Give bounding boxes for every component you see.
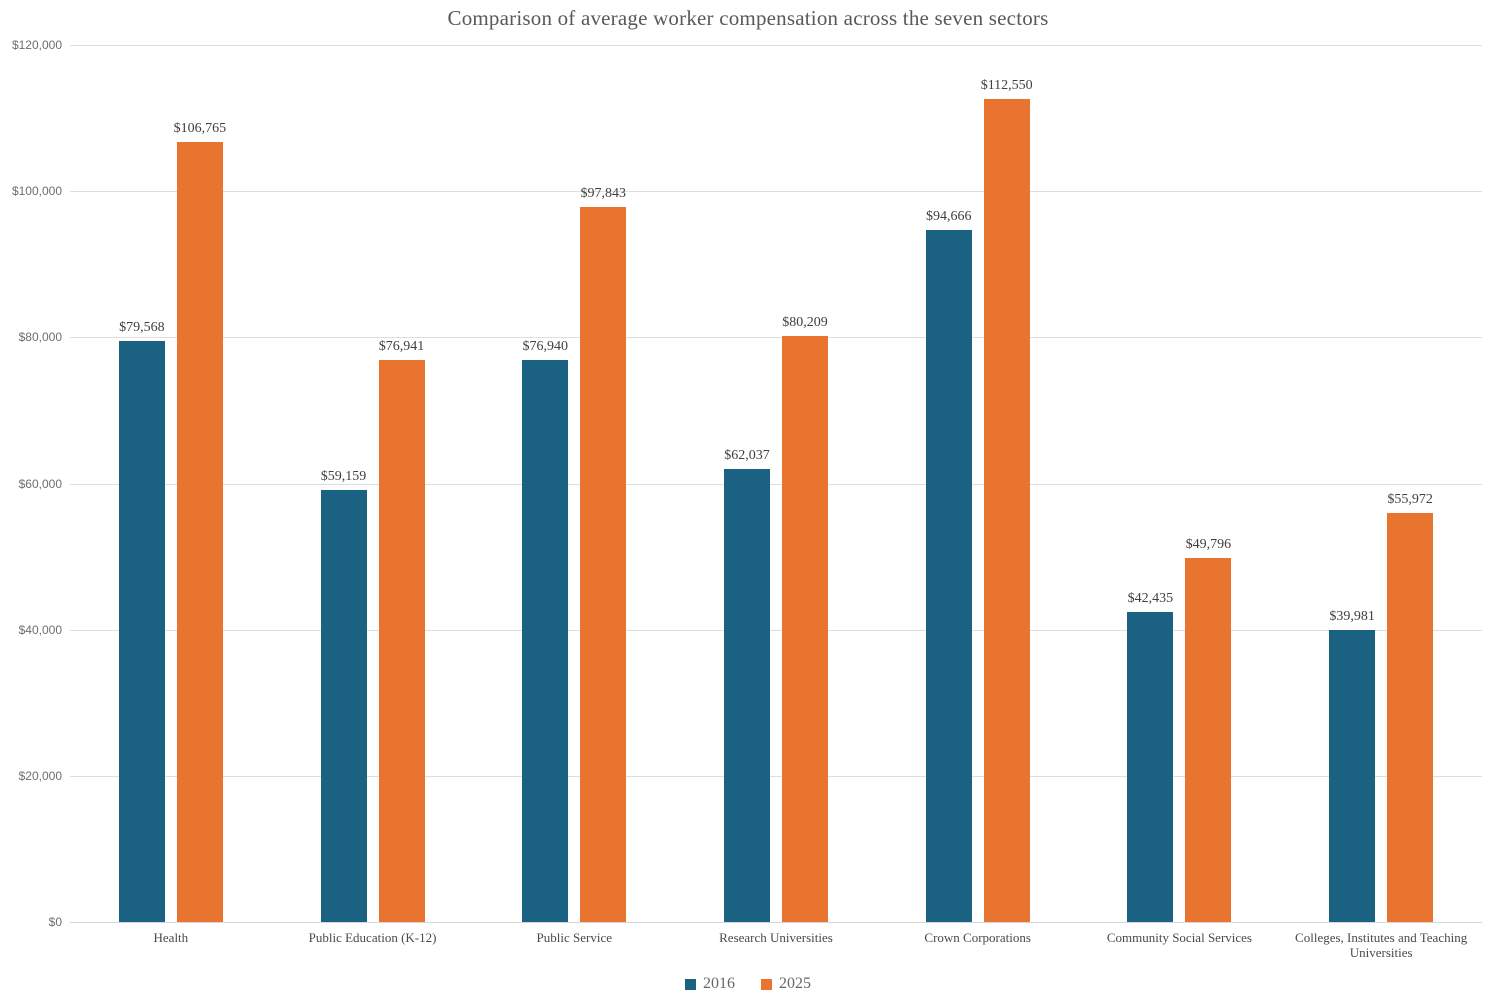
y-tick-label: $80,000 — [18, 330, 62, 345]
bar-2016: $62,037 — [723, 448, 770, 922]
legend-label: 2016 — [703, 975, 735, 992]
bar-2016: $59,159 — [320, 469, 367, 922]
gridline — [70, 45, 1482, 46]
x-category-label: Public Education (K-12) — [308, 930, 437, 945]
legend-swatch-icon — [685, 978, 696, 990]
bar-2025: $97,843 — [580, 186, 627, 922]
x-category-label: Public Service — [536, 930, 612, 945]
y-tick-label: $40,000 — [18, 622, 62, 637]
x-category-label: Crown Corporations — [924, 930, 1031, 945]
legend-swatch-icon — [761, 978, 772, 990]
data-label: $94,666 — [925, 209, 972, 225]
data-label: $106,765 — [173, 120, 227, 136]
bar-group: $79,568 $106,765 — [70, 45, 272, 922]
bar-2016: $39,981 — [1329, 609, 1376, 922]
data-label: $55,972 — [1387, 491, 1433, 507]
data-label: $79,568 — [119, 319, 165, 335]
x-category-label: Colleges, Institutes and Teaching Univer… — [1295, 930, 1468, 961]
bar-group: $39,981 $55,972 — [1280, 45, 1482, 922]
bar-2025: $112,550 — [981, 78, 1033, 922]
data-label: $112,550 — [980, 78, 1033, 94]
bar-2025: $55,972 — [1387, 492, 1434, 922]
data-label: $62,037 — [724, 447, 770, 463]
y-tick-label: $120,000 — [11, 38, 62, 52]
bar-2016: $79,568 — [118, 320, 165, 922]
x-category-label: Research Universities — [719, 930, 833, 945]
bar-2025: $80,209 — [781, 315, 828, 922]
data-label: $39,981 — [1329, 608, 1375, 624]
data-label: $76,941 — [378, 338, 425, 354]
bar-2025: $76,941 — [378, 339, 425, 922]
gridline — [70, 483, 1482, 485]
gridline — [70, 337, 1482, 339]
bar-2016: $94,666 — [925, 209, 972, 922]
legend-item-2025: 2025 — [761, 975, 811, 993]
x-category-label: Health — [153, 930, 189, 945]
legend-label: 2025 — [779, 975, 811, 992]
bar-group: $62,037 $80,209 — [675, 45, 877, 922]
y-tick-label: $60,000 — [18, 476, 62, 491]
data-label: $76,940 — [522, 338, 569, 354]
plot-area: $79,568 $106,765 $59,159 $76,941 $76,940 $97,… — [70, 45, 1482, 923]
bar-2025: $49,796 — [1185, 537, 1232, 922]
data-label: $59,159 — [320, 468, 367, 484]
gridline — [70, 629, 1482, 631]
bar-group: $42,435 $49,796 — [1079, 45, 1281, 922]
gridline — [70, 775, 1482, 777]
gridline — [70, 191, 1482, 193]
bar-2016: $76,940 — [522, 339, 569, 922]
x-category-label: Community Social Services — [1106, 930, 1252, 945]
legend-item-2016: 2016 — [685, 975, 735, 993]
y-tick-label: $100,000 — [11, 184, 62, 199]
data-label: $42,435 — [1127, 590, 1174, 606]
data-label: $80,209 — [782, 314, 828, 330]
legend: 2016 2025 — [0, 975, 1496, 993]
bar-group: $59,159 $76,941 — [272, 45, 474, 922]
y-tick-label: $0 — [48, 915, 62, 929]
bar-group: $94,666 $112,550 — [877, 45, 1079, 922]
data-label: $97,843 — [580, 185, 627, 201]
bar-2016: $42,435 — [1127, 591, 1174, 922]
bar-2025: $106,765 — [174, 121, 226, 922]
chart-title: Comparison of average worker compensatio… — [447, 6, 1049, 30]
y-tick-label: $20,000 — [18, 768, 62, 783]
bar-group: $76,940 $97,843 — [473, 45, 675, 922]
data-label: $49,796 — [1185, 537, 1232, 553]
x-axis-line — [70, 922, 1482, 923]
